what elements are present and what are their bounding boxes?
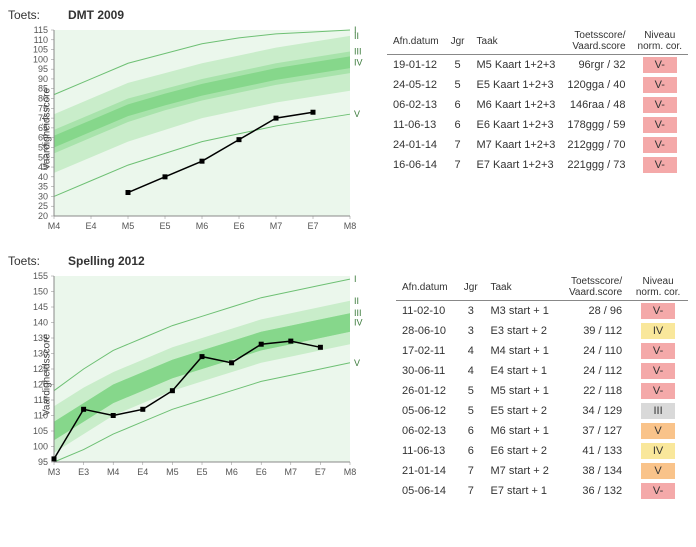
table-row: 05-06-147E7 start + 136 / 132V- — [396, 481, 688, 501]
svg-text:M7: M7 — [285, 467, 298, 477]
svg-text:IV: IV — [354, 318, 363, 328]
yaxis-label: Vaardigheidsscore — [42, 88, 53, 170]
th-afn: Afn.datum — [396, 274, 457, 301]
svg-text:M6: M6 — [196, 221, 209, 231]
score-table: Afn.datumJgrTaakToetsscore/Vaard.scoreNi… — [387, 28, 688, 175]
svg-text:105: 105 — [33, 45, 48, 55]
table-row: 16-06-147E7 Kaart 1+2+3221ggg / 73V- — [387, 155, 688, 175]
svg-text:30: 30 — [38, 191, 48, 201]
svg-text:III: III — [354, 47, 362, 57]
svg-text:M3: M3 — [48, 467, 61, 477]
svg-text:M5: M5 — [122, 221, 135, 231]
svg-text:E4: E4 — [85, 221, 96, 231]
svg-text:145: 145 — [33, 302, 48, 312]
yaxis-label: Vaardigheidsscore — [42, 334, 53, 416]
th-afn: Afn.datum — [387, 28, 445, 55]
svg-text:150: 150 — [33, 287, 48, 297]
svg-text:E7: E7 — [315, 467, 326, 477]
svg-text:155: 155 — [33, 271, 48, 281]
toets-name: DMT 2009 — [68, 8, 124, 22]
th-niv: Niveaunorm. cor. — [632, 28, 688, 55]
svg-text:M8: M8 — [344, 221, 357, 231]
svg-text:35: 35 — [38, 182, 48, 192]
table-row: 11-06-136E6 Kaart 1+2+3178ggg / 59V- — [387, 115, 688, 135]
svg-text:140: 140 — [33, 318, 48, 328]
svg-text:IV: IV — [354, 57, 363, 67]
svg-text:M6: M6 — [225, 467, 238, 477]
table-row: 06-02-136M6 Kaart 1+2+3146raa / 48V- — [387, 95, 688, 115]
svg-text:90: 90 — [38, 74, 48, 84]
toets-name: Spelling 2012 — [68, 254, 145, 268]
svg-text:I: I — [354, 274, 357, 284]
svg-text:100: 100 — [33, 54, 48, 64]
svg-text:V: V — [354, 358, 360, 368]
th-jgr: Jgr — [457, 274, 484, 301]
th-jgr: Jgr — [445, 28, 471, 55]
table-row: 21-01-147M7 start + 238 / 134V — [396, 461, 688, 481]
table-row: 28-06-103E3 start + 239 / 112IV — [396, 321, 688, 341]
table-row: 11-02-103M3 start + 128 / 96V- — [396, 301, 688, 322]
svg-text:E3: E3 — [78, 467, 89, 477]
svg-text:M7: M7 — [270, 221, 283, 231]
table-row: 06-02-136M6 start + 137 / 127V — [396, 421, 688, 441]
svg-text:E7: E7 — [307, 221, 318, 231]
svg-text:E6: E6 — [256, 467, 267, 477]
th-niv: Niveaunorm. cor. — [628, 274, 688, 301]
toets-label: Toets: — [8, 254, 68, 268]
table-row: 05-06-125E5 start + 234 / 129III — [396, 401, 688, 421]
table-row: 11-06-136E6 start + 241 / 133IV — [396, 441, 688, 461]
th-score: Toetsscore/Vaard.score — [559, 274, 628, 301]
score-table: Afn.datumJgrTaakToetsscore/Vaard.scoreNi… — [396, 274, 688, 501]
svg-text:100: 100 — [33, 442, 48, 452]
svg-text:II: II — [354, 296, 359, 306]
table-row: 30-06-114E4 start + 124 / 112V- — [396, 361, 688, 381]
svg-text:E6: E6 — [233, 221, 244, 231]
svg-text:40: 40 — [38, 172, 48, 182]
svg-text:M8: M8 — [344, 467, 357, 477]
panel-1: Toets:Spelling 2012 Vaardigheidsscore 95 10… — [8, 254, 688, 501]
svg-text:M5: M5 — [166, 467, 179, 477]
svg-text:95: 95 — [38, 64, 48, 74]
table-row: 24-01-147M7 Kaart 1+2+3212ggg / 70V- — [387, 135, 688, 155]
svg-text:M4: M4 — [48, 221, 61, 231]
svg-text:110: 110 — [34, 35, 48, 45]
table-row: 26-01-125M5 start + 122 / 118V- — [396, 381, 688, 401]
svg-text:V: V — [354, 109, 360, 119]
table-row: 24-05-125E5 Kaart 1+2+3120gga / 40V- — [387, 75, 688, 95]
th-taak: Taak — [471, 28, 562, 55]
th-score: Toetsscore/Vaard.score — [561, 28, 631, 55]
svg-text:E5: E5 — [196, 467, 207, 477]
toets-label: Toets: — [8, 8, 68, 22]
table-row: 17-02-114M4 start + 124 / 110V- — [396, 341, 688, 361]
svg-text:20: 20 — [38, 211, 48, 221]
table-row: 19-01-125M5 Kaart 1+2+396rgr / 32V- — [387, 55, 688, 76]
th-taak: Taak — [484, 274, 559, 301]
svg-text:E5: E5 — [159, 221, 170, 231]
svg-text:115: 115 — [34, 25, 48, 35]
svg-text:M4: M4 — [107, 467, 120, 477]
svg-text:25: 25 — [38, 201, 48, 211]
svg-text:II: II — [354, 31, 359, 41]
svg-text:E4: E4 — [137, 467, 148, 477]
svg-text:105: 105 — [33, 426, 48, 436]
chart: Vaardigheidsscore20253035404550556065707… — [8, 24, 379, 234]
panel-0: Toets:DMT 2009 Vaardigheidsscore 202530354… — [8, 8, 688, 234]
chart: Vaardigheidsscore95100105110115120125130… — [8, 270, 388, 480]
svg-text:95: 95 — [38, 457, 48, 467]
